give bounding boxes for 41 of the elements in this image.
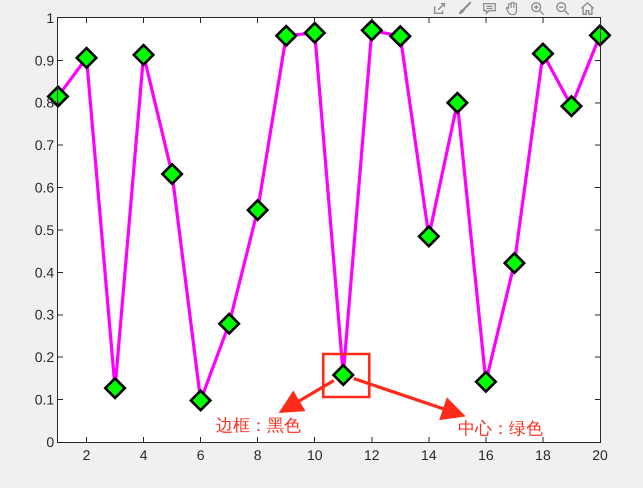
x-tick-label: 20: [592, 446, 608, 463]
point: [360, 19, 383, 42]
x-tick-label: 18: [535, 446, 551, 463]
point: [132, 44, 155, 66]
point: [446, 92, 468, 114]
y-tick-label: 0.2: [34, 349, 54, 366]
point: [389, 25, 412, 48]
x-tick-label: 2: [82, 446, 91, 463]
y-tick-label: 0.4: [34, 264, 54, 280]
point: [474, 370, 497, 393]
point: [588, 24, 612, 46]
y-tick-label: 0.3: [34, 306, 54, 323]
x-tick-label: 8: [254, 446, 262, 463]
y-tick-label: 0.5: [34, 222, 54, 238]
annotation: 边框：黑色: [216, 416, 301, 435]
x-tick-label: 12: [364, 446, 380, 463]
point: [560, 95, 583, 118]
point: [246, 199, 269, 222]
point: [75, 46, 98, 69]
point: [532, 42, 554, 65]
y-tick-label: 1: [46, 10, 54, 26]
y-tick-label: 0.8: [34, 94, 54, 111]
point: [190, 389, 212, 412]
x-tick-label: 10: [306, 446, 323, 463]
point: [104, 377, 126, 400]
point: [503, 252, 526, 274]
y-tick-label: 0.9: [34, 52, 54, 68]
x-tick-label: 4: [140, 446, 148, 463]
point: [304, 22, 326, 44]
x-tick-label: 6: [196, 446, 205, 463]
point: [418, 225, 440, 248]
x-tick-label: 16: [478, 446, 494, 463]
annotation: 中心：绿色: [458, 419, 543, 438]
point: [275, 24, 298, 47]
y-tick-label: 0.1: [34, 392, 54, 408]
y-tick-label: 0: [46, 434, 54, 450]
point: [218, 312, 240, 335]
y-tick-label: 0.7: [34, 137, 54, 154]
y-tick-label: 0.6: [34, 180, 54, 196]
point: [161, 162, 184, 186]
x-tick-label: 14: [421, 446, 437, 463]
